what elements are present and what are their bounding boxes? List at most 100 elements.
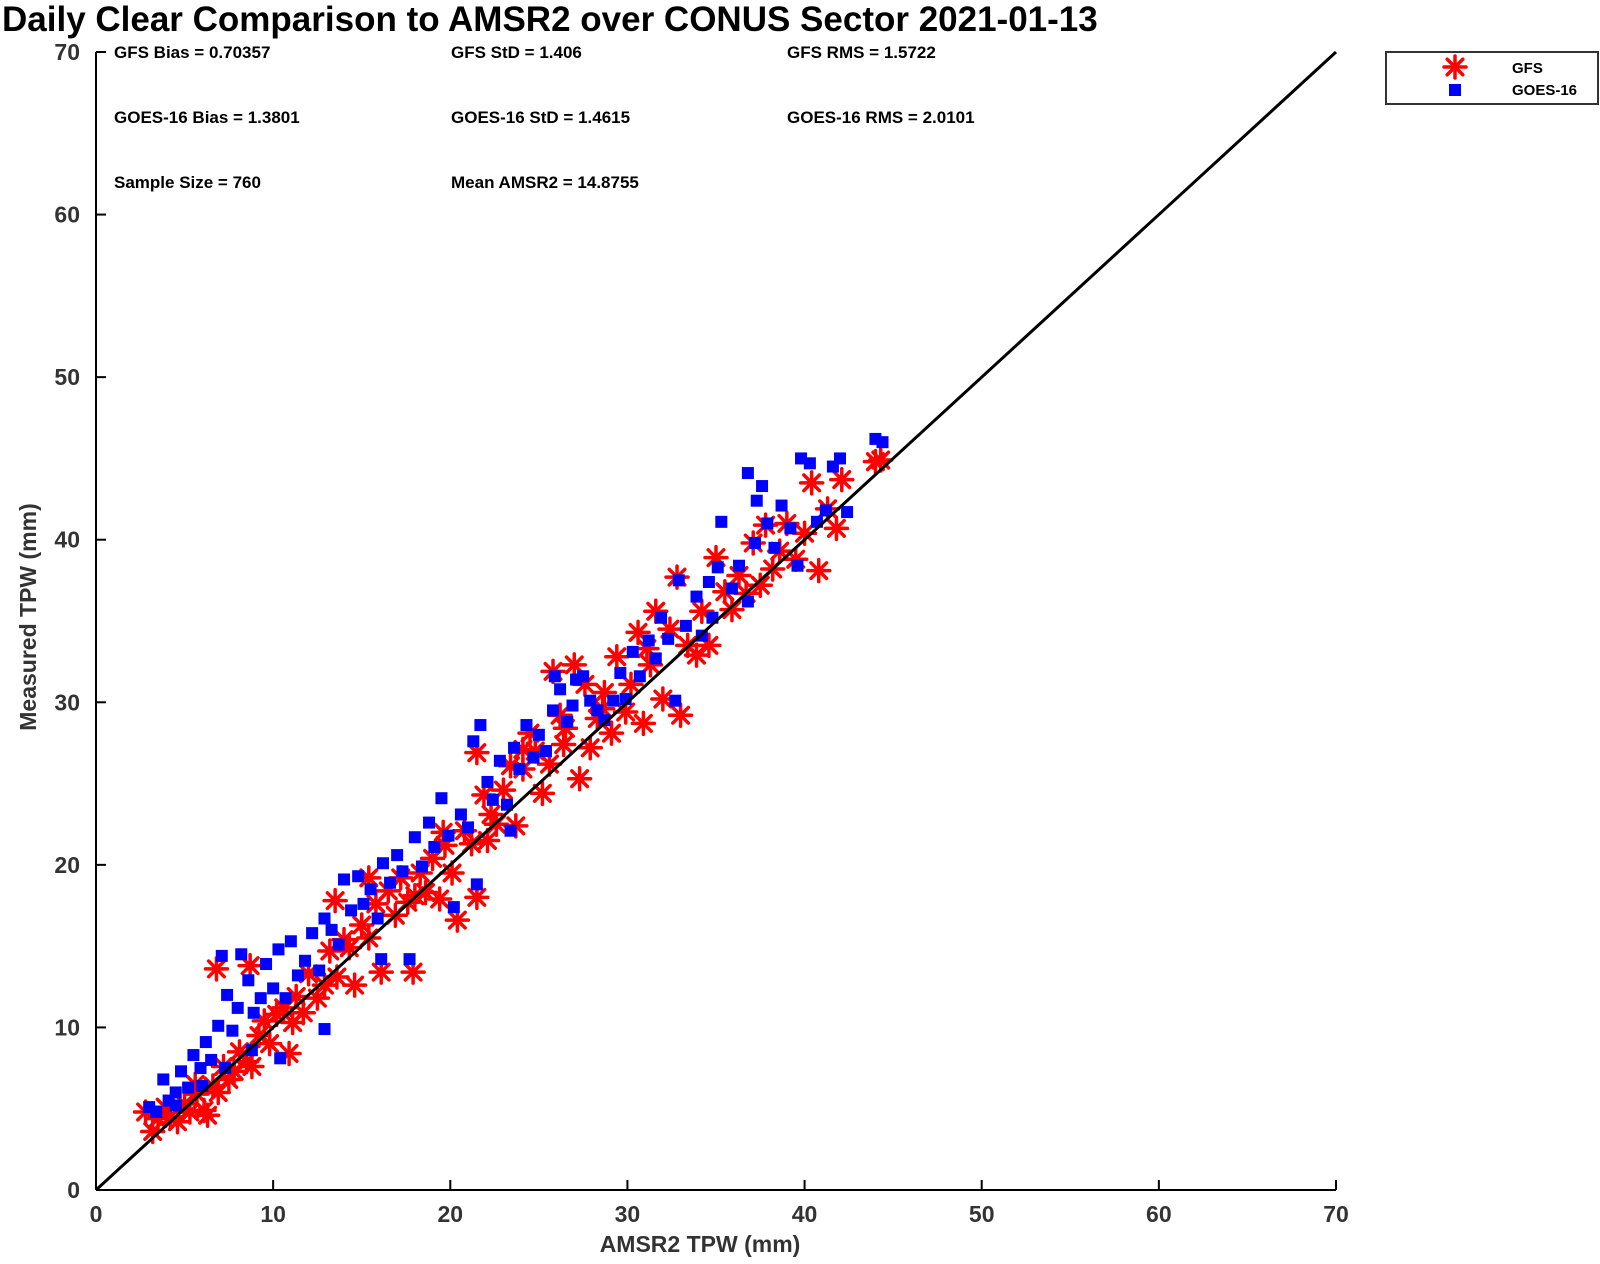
goes-16-point [235,948,248,961]
y-tick-label: 10 [54,1014,80,1040]
gfs-point [566,765,593,792]
gfs-point [650,686,676,712]
goes-16-point [584,694,597,707]
stat-annotation: GOES-16 StD = 1.4615 [451,108,630,127]
goes-16-point [376,857,389,870]
goes-16-point [267,982,280,995]
goes-16-point [554,683,567,696]
gfs-point [798,470,825,496]
goes-16-point [403,953,416,966]
goes-16-point [669,694,682,707]
goes-16-point [219,1062,232,1075]
goes-16-point [547,704,560,717]
goes-16-point [649,652,662,665]
goes-16-point [662,632,675,645]
goes-16-point [750,494,763,507]
goes-16-point [761,517,774,530]
goes-16-point [768,541,781,554]
goes-16-point [325,923,338,936]
y-tick-label: 20 [54,852,80,878]
stat-annotation: GFS RMS = 1.5722 [787,43,936,62]
x-tick-label: 0 [90,1201,103,1227]
goes-16-point [566,699,579,712]
goes-16-point [702,575,715,588]
goes-16-point [642,634,655,647]
goes-16-point [215,949,228,962]
goes-16-point [318,912,331,925]
goes-16-point [474,719,487,732]
goes-16-point [598,714,611,727]
goes-16-point [391,849,404,862]
goes-16-point [442,829,455,842]
goes-16-point [577,670,590,683]
goes-16-point [715,515,728,528]
goes-16-point [679,619,692,632]
y-tick-label: 50 [54,364,80,390]
gfs-point [719,596,745,623]
goes-16-point [175,1065,188,1078]
goes-16-point [357,897,370,910]
x-tick-label: 40 [792,1201,818,1227]
x-axis-label: AMSR2 TPW (mm) [600,1231,801,1257]
goes-16-point [513,762,526,775]
goes-16-point [306,927,319,940]
goes-16-point [508,741,521,754]
gfs-point [630,710,657,737]
goes-16-point [291,969,304,982]
goes-16-point [254,992,267,1005]
goes-16-point [364,883,377,896]
gfs-point [237,952,263,979]
goes-16-point [819,504,832,517]
gfs-point [823,515,850,542]
goes-16-point [272,943,285,956]
stat-annotation: Mean AMSR2 = 14.8755 [451,173,639,192]
gfs-point [194,1102,221,1128]
stat-annotation: GOES-16 RMS = 2.0101 [787,108,975,127]
legend: GFS GOES-16 [1385,51,1599,105]
goes-16-point [205,1053,218,1066]
goes-16-point [690,590,703,603]
goes-16-point [338,873,350,886]
goes-16-point [454,808,467,821]
gfs-point [550,731,577,758]
goes-16-point [614,667,627,680]
goes-16-point [711,561,724,574]
gfs-point [529,780,556,807]
goes-16-point [841,506,854,519]
goes-16-point [748,536,761,549]
goes-16-point [260,958,273,971]
goes-16-point [486,793,499,806]
gfs-point [426,886,453,912]
plot-area: 0 10 20 30 40 50 60 70 0 10 20 30 40 50 60 70 GFS Bias =… [54,39,1348,1227]
goes-16-point [435,792,448,805]
stat-annotation: GOES-16 Bias = 1.3801 [114,108,300,127]
gfs-point [667,702,694,729]
gfs-point [805,557,832,584]
goes-16-point [299,954,312,967]
gfs-point [439,860,465,886]
gfs-point [577,735,603,761]
goes-16-point [447,901,460,914]
goes-16-point [345,904,358,917]
goes-16-point [332,938,345,951]
chart-title: Daily Clear Comparison to AMSR2 over CON… [2,0,1098,39]
gfs-point [239,1053,265,1080]
goes-16-point [199,1036,212,1049]
gfs-point [474,827,501,854]
goes-16-point [212,1019,225,1032]
y-tick-label: 30 [54,689,80,715]
goes-16-point [396,865,409,878]
one-to-one-line [94,50,1338,1192]
goes-16-point [470,878,483,891]
goes-16-point [803,457,816,470]
x-tick-label: 50 [969,1201,995,1227]
y-tick-label: 0 [67,1177,80,1203]
legend-box [1385,51,1599,105]
legend-marker-gfs [1442,54,1468,80]
y-tick-label: 40 [54,527,80,553]
goes-16-point [247,1006,260,1019]
gfs-point [747,572,774,598]
goes-16-point [169,1099,182,1112]
gfs-point [322,887,348,914]
